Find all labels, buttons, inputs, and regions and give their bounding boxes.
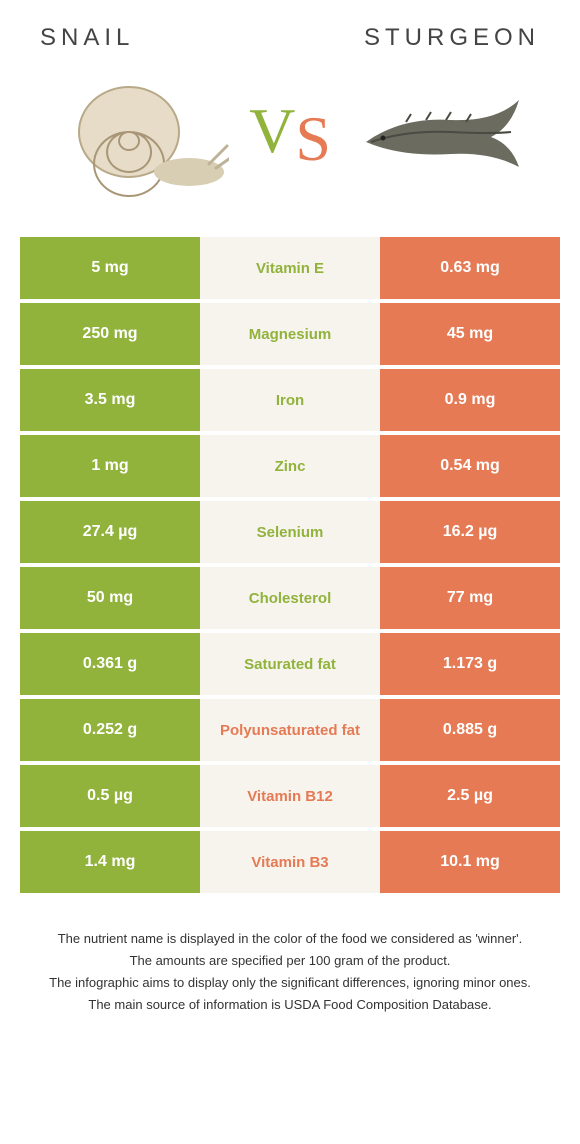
food-title-left: SNAIL (40, 24, 134, 52)
table-row: 3.5 mgIron0.9 mg (20, 369, 560, 431)
value-right: 2.5 µg (380, 765, 560, 827)
table-row: 0.5 µgVitamin B122.5 µg (20, 765, 560, 827)
value-right: 0.63 mg (380, 237, 560, 299)
value-right: 16.2 µg (380, 501, 560, 563)
nutrient-label: Saturated fat (200, 633, 380, 695)
nutrient-label: Selenium (200, 501, 380, 563)
footer-line: The nutrient name is displayed in the co… (24, 929, 556, 949)
value-left: 1.4 mg (20, 831, 200, 893)
table-row: 250 mgMagnesium45 mg (20, 303, 560, 365)
nutrient-label: Vitamin E (200, 237, 380, 299)
table-row: 5 mgVitamin E0.63 mg (20, 237, 560, 299)
value-left: 0.5 µg (20, 765, 200, 827)
food-title-right: STURGEON (364, 24, 540, 52)
value-left: 3.5 mg (20, 369, 200, 431)
value-left: 0.361 g (20, 633, 200, 695)
nutrient-label: Magnesium (200, 303, 380, 365)
nutrient-label: Zinc (200, 435, 380, 497)
value-left: 0.252 g (20, 699, 200, 761)
table-row: 27.4 µgSelenium16.2 µg (20, 501, 560, 563)
table-row: 1 mgZinc0.54 mg (20, 435, 560, 497)
footer-line: The main source of information is USDA F… (24, 995, 556, 1015)
food-image-left (54, 72, 229, 197)
value-right: 0.9 mg (380, 369, 560, 431)
value-right: 10.1 mg (380, 831, 560, 893)
footer-line: The infographic aims to display only the… (24, 973, 556, 993)
nutrient-label: Polyunsaturated fat (200, 699, 380, 761)
value-left: 5 mg (20, 237, 200, 299)
table-row: 0.252 gPolyunsaturated fat0.885 g (20, 699, 560, 761)
value-right: 77 mg (380, 567, 560, 629)
value-left: 250 mg (20, 303, 200, 365)
value-right: 45 mg (380, 303, 560, 365)
nutrient-label: Vitamin B12 (200, 765, 380, 827)
vs-label: V S (249, 103, 331, 167)
table-row: 1.4 mgVitamin B310.1 mg (20, 831, 560, 893)
vs-v: V (249, 99, 295, 163)
value-right: 0.54 mg (380, 435, 560, 497)
footer-line: The amounts are specified per 100 gram o… (24, 951, 556, 971)
header-row: SNAIL STURGEON (0, 0, 580, 62)
nutrient-label: Iron (200, 369, 380, 431)
footer-text: The nutrient name is displayed in the co… (24, 929, 556, 1016)
nutrient-label: Cholesterol (200, 567, 380, 629)
value-left: 27.4 µg (20, 501, 200, 563)
table-row: 50 mgCholesterol77 mg (20, 567, 560, 629)
table-row: 0.361 gSaturated fat1.173 g (20, 633, 560, 695)
comparison-table: 5 mgVitamin E0.63 mg250 mgMagnesium45 mg… (20, 237, 560, 893)
value-left: 1 mg (20, 435, 200, 497)
value-right: 1.173 g (380, 633, 560, 695)
vs-row: V S (0, 62, 580, 237)
value-right: 0.885 g (380, 699, 560, 761)
vs-s: S (295, 107, 331, 171)
food-image-right (351, 72, 526, 197)
value-left: 50 mg (20, 567, 200, 629)
nutrient-label: Vitamin B3 (200, 831, 380, 893)
